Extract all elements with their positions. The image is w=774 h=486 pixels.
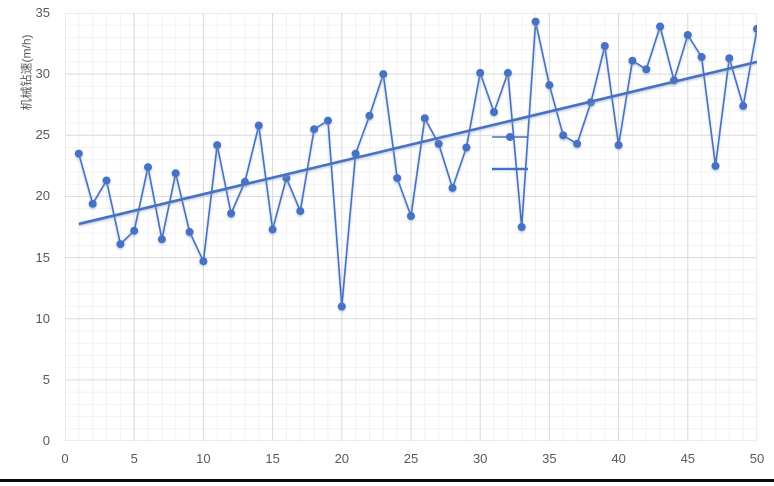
data-point bbox=[642, 65, 651, 74]
y-tick-label: 20 bbox=[35, 188, 50, 204]
data-point bbox=[116, 240, 125, 249]
x-tick-label: 10 bbox=[196, 451, 211, 466]
data-point bbox=[476, 68, 485, 77]
data-point bbox=[545, 81, 554, 90]
data-point bbox=[254, 121, 263, 130]
data-point bbox=[102, 176, 111, 185]
data-point bbox=[213, 141, 222, 150]
y-tick-label: 25 bbox=[35, 127, 50, 143]
data-point bbox=[379, 70, 388, 79]
data-point bbox=[268, 225, 277, 234]
data-point bbox=[199, 257, 208, 266]
data-point bbox=[573, 139, 582, 148]
data-point bbox=[448, 183, 457, 192]
data-point bbox=[157, 235, 166, 244]
data-point bbox=[351, 149, 360, 158]
y-tick-label: 30 bbox=[35, 66, 50, 82]
data-point bbox=[407, 212, 415, 220]
data-point bbox=[559, 131, 568, 140]
data-point bbox=[185, 227, 194, 236]
data-point bbox=[490, 108, 498, 117]
data-point bbox=[462, 143, 471, 152]
data-point bbox=[130, 226, 139, 235]
data-point bbox=[531, 17, 540, 26]
x-tick-label: 25 bbox=[403, 451, 419, 466]
data-point bbox=[753, 24, 757, 33]
data-point bbox=[503, 68, 512, 77]
y-tick-label: 15 bbox=[35, 249, 50, 265]
data-point bbox=[434, 139, 443, 148]
data-point bbox=[725, 54, 734, 63]
data-point bbox=[324, 116, 332, 125]
window-bottom-border bbox=[0, 479, 774, 482]
legend-line-icon bbox=[492, 167, 528, 171]
legend-line-dot-icon bbox=[492, 133, 528, 141]
data-point bbox=[337, 302, 346, 311]
x-tick-label: 40 bbox=[611, 451, 626, 466]
gridlines-minor bbox=[65, 13, 757, 441]
series-markers bbox=[74, 17, 757, 311]
y-tick-label: 0 bbox=[42, 433, 50, 448]
x-tick-label: 50 bbox=[749, 451, 765, 466]
plot-svg bbox=[65, 13, 757, 441]
x-tick-label: 15 bbox=[265, 451, 280, 466]
x-tick-label: 0 bbox=[61, 451, 69, 466]
data-point bbox=[739, 101, 748, 110]
x-tick-label: 20 bbox=[334, 451, 350, 466]
data-point bbox=[144, 163, 152, 172]
legend-entry-trendline[interactable]: 线性 (机械钻速(m/h)) bbox=[492, 167, 774, 385]
data-point bbox=[628, 56, 637, 65]
x-tick-label: 45 bbox=[680, 451, 696, 466]
y-tick-label: 10 bbox=[35, 310, 50, 326]
data-point bbox=[517, 223, 526, 231]
x-tick-label: 5 bbox=[130, 451, 138, 466]
data-point bbox=[74, 149, 83, 158]
data-point bbox=[88, 199, 97, 208]
data-point bbox=[171, 169, 180, 178]
data-point bbox=[683, 31, 692, 39]
data-point bbox=[614, 141, 623, 150]
y-tick-label: 5 bbox=[42, 371, 50, 387]
data-point bbox=[393, 174, 402, 183]
y-tick-label: 35 bbox=[35, 5, 50, 20]
data-point bbox=[365, 111, 374, 120]
data-point bbox=[420, 114, 429, 123]
legend-entry-series[interactable]: 机械钻速(m/h) bbox=[492, 133, 774, 353]
trendline bbox=[78, 60, 757, 226]
plot-area: 机械钻速(m/h) 线性 (机械钻速(m/h)) bbox=[65, 13, 757, 441]
chart-legend: 机械钻速(m/h) 线性 (机械钻速(m/h)) bbox=[492, 133, 774, 385]
data-point bbox=[656, 22, 665, 31]
data-point bbox=[310, 125, 319, 134]
data-point bbox=[227, 209, 236, 218]
data-point bbox=[296, 207, 305, 216]
x-tick-label: 30 bbox=[472, 451, 488, 466]
x-tick-label: 35 bbox=[542, 451, 557, 466]
data-point bbox=[697, 53, 706, 61]
data-point bbox=[600, 42, 609, 50]
data-point bbox=[711, 161, 720, 170]
